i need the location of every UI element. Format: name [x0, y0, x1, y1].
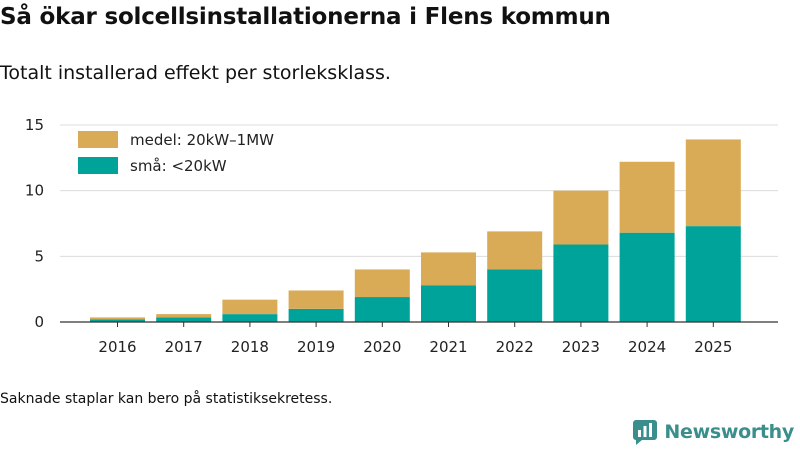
- x-tick-label: 2020: [363, 338, 401, 356]
- bar-segment-medium: [619, 161, 675, 233]
- x-axis: [60, 321, 778, 327]
- bar-segment-small: [619, 232, 675, 322]
- x-tick-label: 2023: [562, 338, 600, 356]
- chart-title: Så ökar solcellsinstallationerna i Flens…: [0, 4, 611, 30]
- legend-label: medel: 20kW–1MW: [130, 131, 274, 149]
- bar-segment-small: [90, 319, 145, 322]
- bar-segment-small: [354, 297, 410, 322]
- y-tick-label: 0: [34, 313, 44, 331]
- bar-segment-small: [222, 314, 278, 322]
- y-tick-label: 5: [34, 247, 44, 265]
- chart-subtitle: Totalt installerad effekt per storlekskl…: [0, 62, 391, 84]
- legend-label: små: <20kW: [130, 157, 227, 175]
- footnote: Saknade staplar kan bero på statistiksek…: [0, 391, 333, 407]
- bar-segment-medium: [354, 269, 410, 298]
- x-tick-label: 2022: [496, 338, 534, 356]
- bar-segment-small: [685, 226, 741, 322]
- y-axis-ticks: 0 5 10 15: [25, 116, 44, 331]
- bar-segment-medium: [553, 190, 609, 245]
- brand-name: Newsworthy: [664, 421, 794, 443]
- x-tick-label: 2016: [98, 338, 136, 356]
- bar-segment-small: [487, 269, 543, 322]
- bar-segment-medium: [288, 290, 344, 309]
- x-tick-label: 2024: [628, 338, 666, 356]
- bar-segment-medium: [222, 299, 278, 315]
- x-tick-label: 2019: [297, 338, 335, 356]
- bars: [90, 139, 741, 322]
- bar-segment-small: [288, 308, 344, 322]
- x-axis-ticks: 2016 2017 2018 2019 2020 2021 2022 2023 2024 2025: [98, 338, 732, 356]
- bar-segment-medium: [90, 317, 145, 320]
- x-tick-label: 2017: [165, 338, 203, 356]
- newsworthy-logo-icon: [633, 420, 658, 445]
- x-tick-label: 2018: [231, 338, 269, 356]
- bar-segment-medium: [685, 139, 741, 227]
- y-tick-label: 10: [25, 182, 44, 200]
- x-tick-label: 2025: [694, 338, 732, 356]
- y-tick-label: 15: [25, 116, 44, 134]
- legend-swatch: [78, 131, 118, 148]
- bar-segment-medium: [487, 231, 543, 270]
- bar-segment-small: [553, 244, 609, 322]
- legend: medel: 20kW–1MW små: <20kW: [78, 131, 274, 175]
- bar-segment-small: [421, 285, 476, 322]
- x-tick-label: 2021: [429, 338, 467, 356]
- bar-segment-small: [156, 317, 212, 322]
- brand[interactable]: Newsworthy: [632, 419, 794, 445]
- legend-swatch: [78, 157, 118, 174]
- bar-segment-medium: [156, 314, 212, 318]
- bar-segment-medium: [421, 252, 476, 286]
